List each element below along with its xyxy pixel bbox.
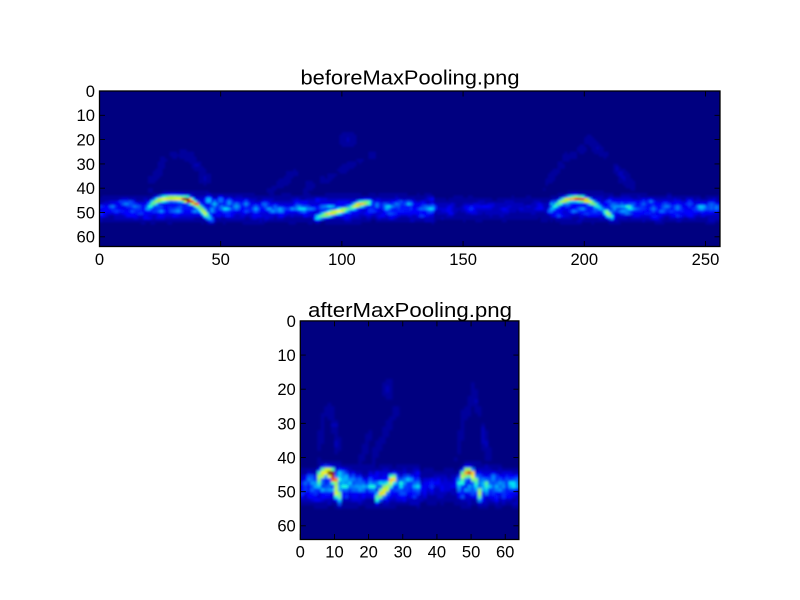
svg-text:0: 0 — [287, 312, 296, 331]
svg-text:50: 50 — [277, 483, 295, 502]
svg-text:50: 50 — [77, 203, 95, 222]
svg-text:20: 20 — [277, 380, 295, 399]
svg-text:60: 60 — [77, 228, 95, 247]
svg-text:0: 0 — [296, 543, 305, 562]
svg-text:60: 60 — [277, 517, 295, 536]
svg-text:0: 0 — [86, 82, 95, 101]
svg-text:20: 20 — [77, 131, 95, 150]
svg-text:afterMaxPooling.png: afterMaxPooling.png — [308, 300, 512, 322]
svg-text:60: 60 — [496, 543, 514, 562]
svg-text:50: 50 — [462, 543, 480, 562]
svg-text:30: 30 — [394, 543, 412, 562]
svg-text:0: 0 — [95, 250, 104, 269]
svg-text:40: 40 — [277, 448, 295, 467]
svg-text:10: 10 — [277, 346, 295, 365]
svg-text:250: 250 — [692, 250, 720, 269]
svg-text:40: 40 — [428, 543, 446, 562]
svg-text:beforeMaxPooling.png: beforeMaxPooling.png — [301, 67, 520, 89]
svg-text:40: 40 — [77, 179, 95, 198]
svg-text:20: 20 — [359, 543, 377, 562]
svg-text:100: 100 — [328, 250, 356, 269]
svg-text:30: 30 — [77, 155, 95, 174]
svg-text:10: 10 — [77, 106, 95, 125]
svg-text:10: 10 — [325, 543, 343, 562]
svg-text:200: 200 — [570, 250, 598, 269]
svg-text:30: 30 — [277, 414, 295, 433]
svg-text:150: 150 — [449, 250, 477, 269]
svg-text:50: 50 — [211, 250, 229, 269]
